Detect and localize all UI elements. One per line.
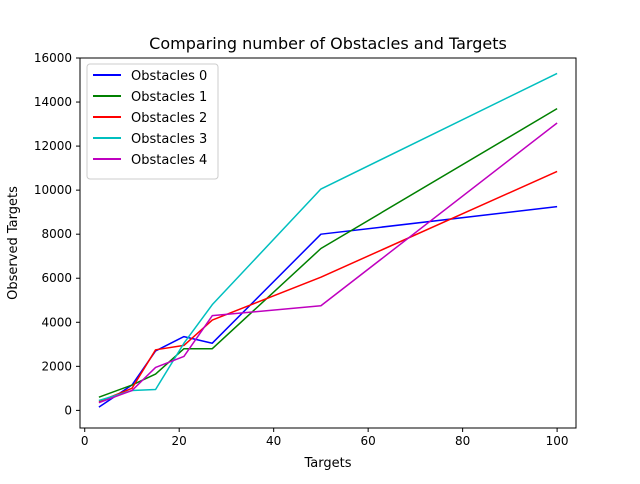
- x-tick-label: 80: [455, 434, 470, 448]
- y-axis-label: Observed Targets: [6, 186, 21, 300]
- legend-label-obstacles-2: Obstacles 2: [131, 111, 207, 126]
- series-lines: [98, 72, 558, 408]
- legend-label-obstacles-4: Obstacles 4: [131, 153, 207, 168]
- y-tick-label: 0: [64, 403, 72, 417]
- chart-title: Comparing number of Obstacles and Target…: [149, 34, 507, 53]
- y-tick-label: 12000: [34, 139, 72, 153]
- y-tick-label: 14000: [34, 95, 72, 109]
- legend-label-obstacles-1: Obstacles 1: [131, 90, 207, 105]
- x-tick-label: 60: [361, 434, 376, 448]
- legend-box: [86, 63, 219, 180]
- y-tick-label: 16000: [34, 51, 72, 65]
- y-tick-label: 2000: [41, 359, 72, 373]
- legend-label-obstacles-3: Obstacles 3: [131, 132, 207, 147]
- y-axis: 0 2000 4000 6000 8000 10000 12000 14000 16000: [34, 51, 80, 417]
- series-line-obstacles-2: [98, 170, 558, 403]
- x-axis-label: Targets: [304, 456, 352, 471]
- legend-label-obstacles-0: Obstacles 0: [131, 69, 207, 84]
- y-tick-label: 6000: [41, 271, 72, 285]
- x-tick-label: 20: [172, 434, 187, 448]
- y-tick-label: 4000: [41, 315, 72, 329]
- plot-frame: [79, 57, 577, 429]
- series-line-obstacles-1: [98, 108, 558, 398]
- legend: Obstacles 0 Obstacles 1 Obstacles 2 Obstacl…: [86, 63, 219, 180]
- x-axis: 0 20 40 60 80 100: [81, 428, 569, 448]
- series-line-obstacles-4: [98, 122, 558, 404]
- y-tick-label: 10000: [34, 183, 72, 197]
- y-tick-label: 8000: [41, 227, 72, 241]
- x-tick-label: 0: [81, 434, 89, 448]
- x-tick-label: 100: [546, 434, 569, 448]
- x-tick-label: 40: [266, 434, 281, 448]
